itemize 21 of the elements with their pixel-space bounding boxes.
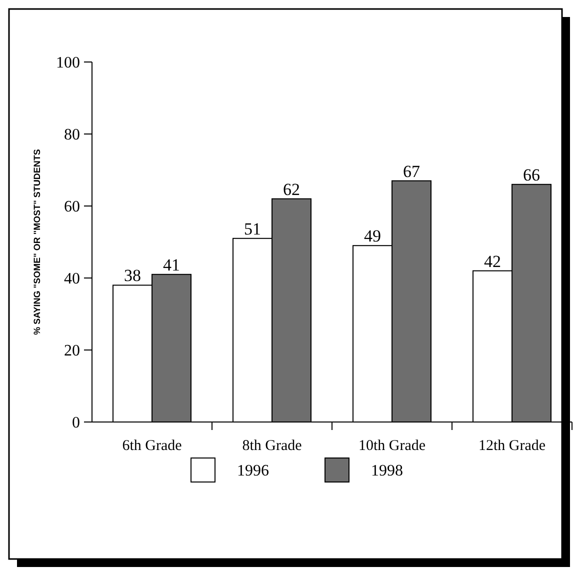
data-label: 49 bbox=[364, 226, 381, 246]
x-tick-label: 10th Grade bbox=[358, 438, 426, 454]
data-label: 66 bbox=[523, 165, 540, 184]
data-label: 62 bbox=[283, 180, 300, 199]
data-label: 51 bbox=[244, 219, 261, 238]
y-tick-label: 20 bbox=[64, 342, 80, 360]
y-tick-label: 40 bbox=[64, 270, 80, 288]
legend-label: 1998 bbox=[371, 462, 403, 480]
y-tick-label: 100 bbox=[56, 54, 80, 72]
x-tick-label: 6th Grade bbox=[122, 438, 182, 454]
data-label: 41 bbox=[163, 255, 180, 274]
data-label: 67 bbox=[403, 162, 420, 181]
data-label: 42 bbox=[484, 252, 501, 271]
y-tick-label: 60 bbox=[64, 198, 80, 216]
y-axis-title: % SAYING "SOME" OR "MOST" STUDENTS bbox=[32, 149, 42, 335]
legend-label: 1996 bbox=[237, 462, 269, 480]
x-tick-label: 8th Grade bbox=[242, 438, 302, 454]
data-label: 38 bbox=[124, 266, 141, 286]
y-tick-label: 80 bbox=[64, 126, 80, 144]
x-tick-label: 12th Grade bbox=[478, 438, 546, 454]
y-tick-label: 0 bbox=[72, 414, 80, 432]
